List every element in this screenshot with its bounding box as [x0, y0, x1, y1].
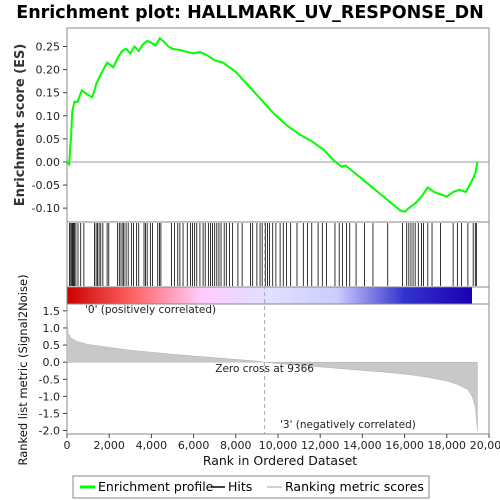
- x-tick-label: 20,000: [470, 439, 500, 452]
- es-y-tick-label: 0.15: [36, 87, 61, 100]
- legend-label-hits: Hits: [228, 479, 252, 494]
- x-tick-label: 6,000: [178, 439, 210, 452]
- es-y-ticks: 0.25 0.20 0.15 0.10 0.05 0.00 -0.05 -0.10: [32, 40, 67, 215]
- x-tick-label: 2,000: [93, 439, 125, 452]
- metric-y-axis-label: Ranked list metric (Signal2Noise): [16, 274, 30, 465]
- zero-cross-label: Zero cross at 9366: [215, 363, 314, 375]
- x-tick-label: 14,000: [343, 439, 382, 452]
- es-y-tick-label: 0.25: [36, 40, 61, 53]
- metric-y-ticks: 1.5 1.0 0.5 0.0 -0.5 -1.0 -1.5 -2.0: [39, 305, 67, 438]
- es-y-tick-label: 0.10: [36, 110, 61, 123]
- metric-y-tick-label: -2.0: [39, 425, 60, 438]
- es-y-tick-label: -0.10: [32, 202, 60, 215]
- es-y-tick-label: 0.00: [36, 156, 61, 169]
- metric-y-tick-label: -0.5: [39, 373, 60, 386]
- es-y-tick-label: -0.05: [32, 179, 60, 192]
- enrichment-score-panel: 0.25 0.20 0.15 0.10 0.05 0.00 -0.05 -0.10 Enric…: [13, 27, 490, 223]
- x-axis-ticks: 0 2,000 4,000 6,000 8,000 10,000 12,000 14,000 1…: [64, 434, 500, 452]
- es-y-tick-label: 0.20: [36, 64, 61, 77]
- ranking-color-strip: [67, 287, 472, 304]
- x-axis-label: Rank in Ordered Dataset: [203, 453, 357, 468]
- metric-y-tick-label: 0.5: [43, 339, 61, 352]
- x-tick-label: 0: [64, 439, 71, 452]
- x-tick-label: 4,000: [136, 439, 168, 452]
- legend: Enrichment profile Hits Ranking metric s…: [72, 475, 430, 499]
- es-y-axis-label: Enrichment score (ES): [13, 44, 28, 207]
- legend-label-enrichment-profile: Enrichment profile: [98, 479, 214, 494]
- ranking-color-bar: [66, 286, 490, 305]
- hits-lines: [69, 223, 477, 286]
- metric-y-tick-label: 0.0: [43, 356, 61, 369]
- es-y-tick-label: 0.05: [36, 133, 61, 146]
- legend-box: [72, 475, 430, 499]
- x-tick-label: 12,000: [301, 439, 340, 452]
- positive-correlation-label: '0' (positively correlated): [85, 304, 216, 316]
- metric-y-tick-label: 1.5: [43, 305, 61, 318]
- x-tick-label: 10,000: [259, 439, 298, 452]
- metric-y-tick-label: 1.0: [43, 322, 61, 335]
- hits-panel: [66, 221, 490, 288]
- hits-frame: [66, 221, 490, 288]
- enrichment-profile-line: [66, 36, 479, 213]
- es-plot-frame: [66, 27, 490, 223]
- ranked-metric-panel: 1.5 1.0 0.5 0.0 -0.5 -1.0 -1.5 -2.0 0 2,000 4,000…: [16, 222, 500, 468]
- negative-correlation-label: '3' (negatively correlated): [280, 419, 416, 431]
- x-tick-label: 16,000: [385, 439, 424, 452]
- ranked-metric-area: [66, 310, 478, 431]
- metric-y-tick-label: -1.0: [39, 390, 60, 403]
- metric-y-tick-label: -1.5: [39, 407, 60, 420]
- chart-title: Enrichment plot: HALLMARK_UV_RESPONSE_DN: [16, 3, 484, 23]
- legend-label-ranking-metric: Ranking metric scores: [285, 479, 424, 494]
- x-tick-label: 8,000: [220, 439, 252, 452]
- x-tick-label: 18,000: [428, 439, 467, 452]
